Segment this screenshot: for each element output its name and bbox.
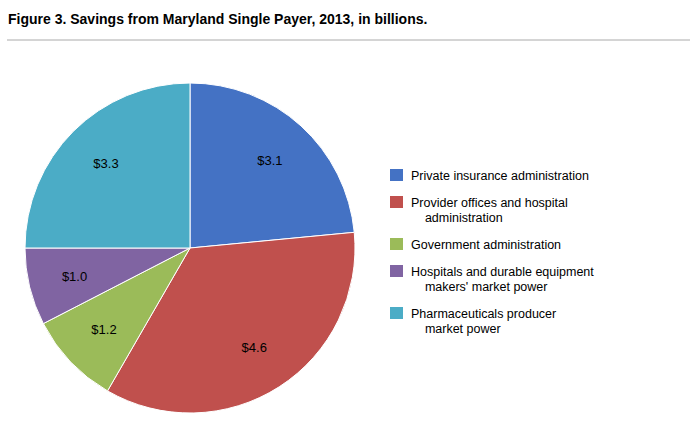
legend-label: Hospitals and durable equipment makers' …: [411, 265, 594, 294]
data-label: $1.0: [62, 269, 87, 284]
data-label: $1.2: [91, 322, 116, 337]
pie-slice: [190, 83, 354, 248]
pie: [25, 83, 355, 413]
pie-slice: [25, 83, 190, 248]
legend-label: Provider offices and hospital administra…: [411, 196, 568, 225]
legend-swatch: [390, 196, 403, 208]
data-label: $4.6: [242, 340, 267, 355]
legend-label: Government administration: [411, 238, 561, 252]
legend-item: Hospitals and durable equipment makers' …: [390, 265, 594, 294]
legend-swatch: [390, 238, 403, 250]
legend-swatch: [390, 169, 403, 181]
data-labels: $3.1 $4.6 $1.2 $1.0 $3.3: [62, 153, 283, 356]
legend-label: Pharmaceuticals producer market power: [411, 307, 556, 336]
legend: Private insurance administration Provider…: [390, 169, 594, 336]
legend-item: Government administration: [390, 238, 561, 252]
data-label: $3.3: [93, 156, 118, 171]
legend-swatch: [390, 265, 403, 277]
title: Figure 3. Savings from Maryland Single P…: [8, 11, 427, 27]
pie-slice: [25, 248, 190, 324]
title-rule: [7, 40, 690, 41]
legend-item: Private insurance administration: [390, 169, 589, 183]
chart: Figure 3. Savings from Maryland Single P…: [0, 0, 697, 436]
legend-label: Private insurance administration: [411, 169, 589, 183]
legend-item: Provider offices and hospital administra…: [390, 196, 568, 225]
data-label: $3.1: [257, 153, 282, 168]
legend-swatch: [390, 307, 403, 319]
legend-item: Pharmaceuticals producer market power: [390, 307, 556, 336]
